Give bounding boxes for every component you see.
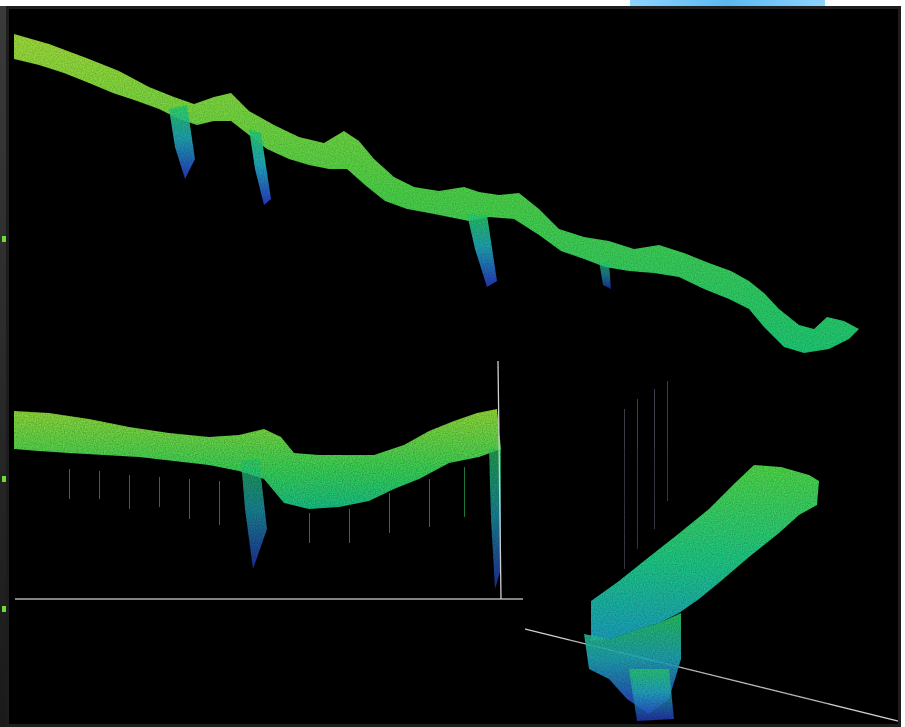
- edge-tick: [2, 236, 6, 242]
- upper-ridge-profile: [9, 9, 898, 369]
- lower-right-block: [569, 449, 829, 724]
- point-cloud-viewport[interactable]: [6, 6, 901, 727]
- edge-tick: [2, 476, 6, 482]
- edge-tick: [2, 606, 6, 612]
- middle-section-profile: [9, 404, 504, 604]
- top-accent-bar: [630, 0, 825, 6]
- left-edge-strip: [0, 6, 8, 727]
- point-cloud-scene: [9, 9, 898, 724]
